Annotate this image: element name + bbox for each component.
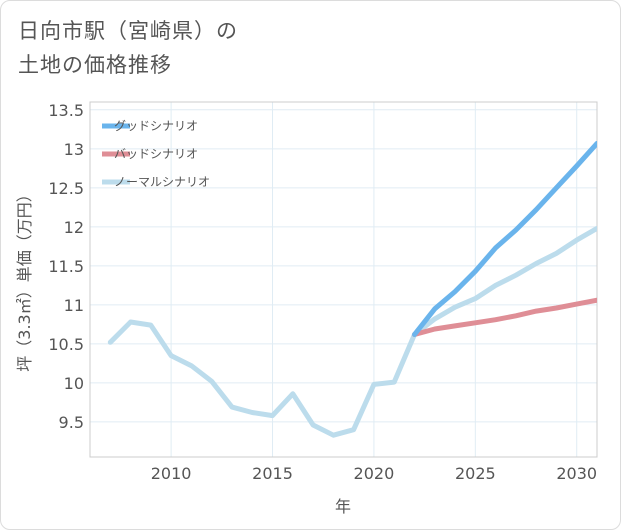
x-tick-label: 2015 <box>252 464 293 483</box>
legend-label: ノーマルシナリオ <box>114 175 210 189</box>
y-tick-label: 11.5 <box>48 257 84 276</box>
y-tick-label: 11 <box>64 296 84 315</box>
x-tick-label: 2020 <box>354 464 395 483</box>
x-tick-label: 2030 <box>556 464 597 483</box>
x-tick-label: 2010 <box>151 464 192 483</box>
y-tick-label: 10.5 <box>48 335 84 354</box>
x-axis-title: 年 <box>335 497 351 516</box>
series-line-2 <box>107 225 597 438</box>
y-tick-label: 13 <box>64 140 84 159</box>
chart-title: 日向市駅（宮崎県）の 土地の価格推移 <box>18 14 238 82</box>
plot-frame <box>89 101 598 458</box>
y-tick-label: 13.5 <box>48 101 84 120</box>
series-line-1 <box>412 297 597 337</box>
chart-title-line2: 土地の価格推移 <box>18 53 172 77</box>
legend-label: バッドシナリオ <box>114 147 198 161</box>
y-tick-label: 12.5 <box>48 179 84 198</box>
legend-label: グッドシナリオ <box>114 119 198 133</box>
chart-title-line1: 日向市駅（宮崎県）の <box>18 19 238 43</box>
y-tick-label: 12 <box>64 218 84 237</box>
y-axis-title: 坪（3.3㎡）単価（万円） <box>15 186 34 371</box>
grid <box>90 102 597 457</box>
x-tick-label: 2025 <box>455 464 496 483</box>
tick-labels: 2010 2015 2020 2025 2030 9.5 10 10.5 11 11.5 12 12.… <box>48 101 597 483</box>
series-line-0 <box>412 140 597 337</box>
y-tick-label: 10 <box>64 374 84 393</box>
y-tick-label: 9.5 <box>59 413 84 432</box>
series-layer <box>107 140 597 438</box>
